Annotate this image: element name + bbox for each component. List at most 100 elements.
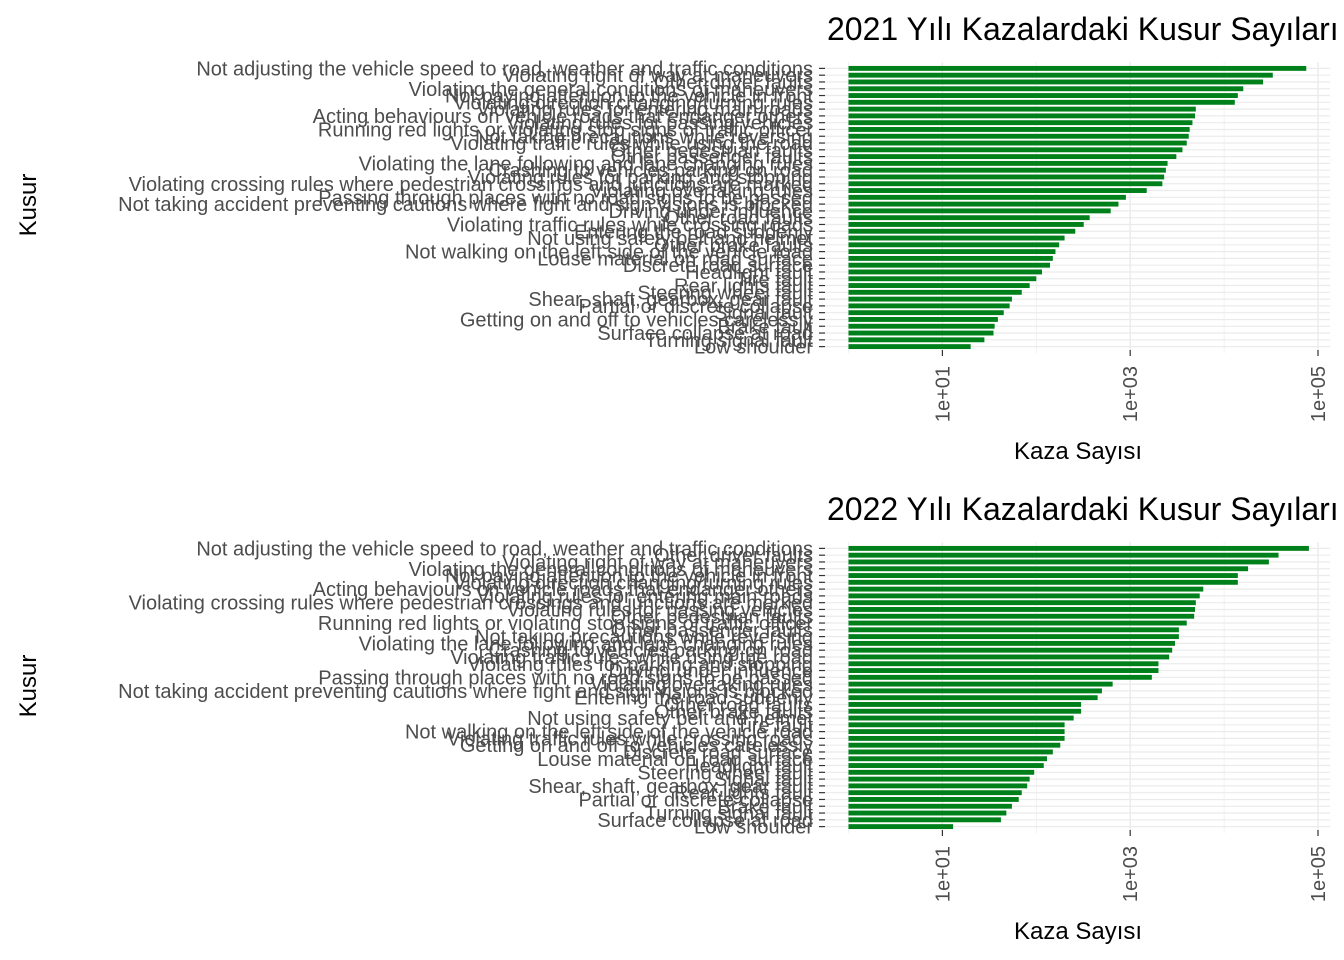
bar [848,742,1061,748]
bar [848,133,1189,139]
category-label: Louse material on road surface [537,749,813,771]
bar [848,776,1030,782]
bar [848,640,1176,646]
bar [848,559,1269,565]
category-label: Other passenger faults [611,147,813,169]
category-label: Violating traffic rules while using the … [450,133,813,155]
bar [848,72,1273,78]
category-label: Violating traffic rules while crossing r… [447,214,813,236]
category-label: Getting on and off to vehicles carelessl… [460,735,813,757]
category-label: Acting behaviours on vehicle roads that … [313,106,813,128]
category-label: Low shoulder [694,817,813,839]
bar [848,668,1159,673]
bar [848,113,1196,119]
chart-title: 2021 Yılı Kazalardaki Kusur Sayıları [827,11,1339,47]
category-label: Louse material on road surface [537,248,813,270]
bar [848,681,1113,687]
category-label: Surface collapse at road [597,810,813,832]
bar [848,573,1238,578]
bar [848,708,1082,714]
bar [848,194,1126,200]
category-label: Low shoulder [694,337,813,359]
category-label: Tire fault [736,269,814,291]
bar [848,661,1159,667]
bar [848,289,1022,295]
category-label: Not taking accident preventing cautions … [118,681,813,703]
category-label: Other brake faults [654,701,813,723]
bar [848,579,1238,585]
bar [848,613,1195,619]
category-label: Signal fault [714,769,813,791]
bar [848,310,1004,316]
bar [848,86,1244,92]
bar [848,552,1279,558]
category-label: Crashing to vehicles parking on road [488,160,813,182]
category-label: Not adjusting the vehicle speed to road,… [196,538,813,560]
category-label: Violating rules for passing vehicles [507,599,813,621]
bar [848,93,1238,98]
bar [848,586,1204,592]
category-label: Violating crossing rules where pedestria… [129,174,813,196]
bar [848,160,1168,166]
category-label: Violating the lane following and lane ch… [359,633,813,655]
bar [848,79,1264,85]
bar [848,228,1076,234]
bar [848,620,1187,626]
bar [848,824,954,830]
category-label: Other pedestrian faults [611,140,813,162]
chart-panel-2021: 2021 Yılı Kazalardaki Kusur Sayıları Kaz… [15,11,1339,465]
bar [848,810,1007,816]
bar [848,215,1090,221]
bar [848,674,1152,680]
category-label: Discrete road surface [623,742,813,764]
bar [848,817,1001,823]
x-tick-label: 1e+01 [932,846,954,902]
bar [848,323,995,329]
bar [848,222,1084,227]
y-axis-title: Kusur [15,655,42,718]
category-label: Violating direction changing/turning rul… [453,92,813,114]
category-label: Other road faults [664,694,813,716]
bar [848,174,1165,180]
category-label: Shear, shaft, gearbox, gear fault [528,776,813,798]
bar [848,702,1082,707]
bar [848,344,971,350]
category-label: Entering the road suddenly [574,688,813,710]
bar [848,147,1183,153]
category-label: Violating rules for passing vehicles [507,113,813,135]
category-label: Steering wheel fault [637,762,813,784]
x-tick-label: 1e+03 [1120,366,1142,422]
category-label: Not adjusting the vehicle speed to road,… [196,58,813,80]
bar [848,242,1060,248]
bar [848,337,985,343]
x-tick-label: 1e+01 [932,366,954,422]
category-label: Violating the general conditions of mane… [409,559,813,581]
bar [848,545,1309,551]
bar [848,99,1235,105]
category-label: Not using safety belt and helmet [527,708,813,730]
category-label: Tire fault [736,715,814,737]
category-label: Violating rules for parking and stopping [468,167,813,189]
grid [825,542,1330,833]
bar [848,262,1051,268]
category-label: Shear, shaft, gearbox, gear fault [528,289,813,311]
grid [825,62,1330,353]
category-label: Violating crossing rules where pedestria… [129,593,813,615]
category-label: Not walking on the left side of the vehi… [405,722,813,744]
category-labels: Not adjusting the vehicle speed to road,… [118,58,825,359]
bar [848,627,1179,633]
category-label: Other passenger faults [611,620,813,642]
category-label: Not paying attention to the vehicle in f… [445,566,813,588]
bar [848,303,1010,309]
category-label: Violating right of way at maneuvers [502,65,813,87]
bars [848,65,1307,350]
bar [848,255,1053,261]
category-label: Surface collapse at road [597,323,813,345]
bar [848,127,1190,132]
category-label: Brake fault [717,796,813,818]
category-label: Other driver faults [654,72,813,94]
x-axis-title: Kaza Sayısı [1014,918,1142,945]
bar [848,722,1065,728]
bar [848,283,1030,288]
bar [848,763,1044,768]
